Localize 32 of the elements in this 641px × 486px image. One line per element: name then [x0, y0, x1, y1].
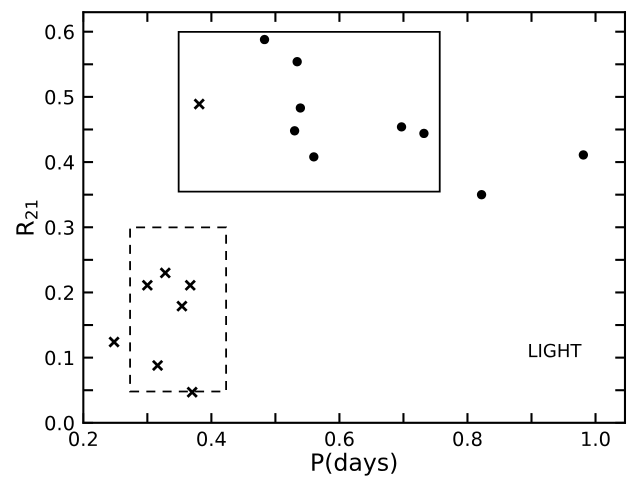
y-axis-title: R$_{21}$ [16, 200, 38, 234]
point [290, 126, 300, 136]
point [186, 386, 198, 398]
x-tick-label: 1.0 [582, 431, 610, 446]
point [152, 359, 164, 372]
y-tick-label: 0.0 [45, 416, 74, 430]
point [159, 266, 172, 279]
point [260, 34, 270, 44]
x-tick-label: 0.4 [197, 431, 226, 446]
point [419, 128, 429, 138]
annotation: LIGHT [529, 344, 582, 358]
x-tick-label: 0.2 [69, 431, 97, 446]
point [396, 122, 406, 132]
point [476, 190, 486, 200]
y-tick-label: 0.4 [45, 155, 74, 170]
x-tick-label: 0.6 [325, 431, 354, 446]
point [184, 279, 196, 292]
point [141, 279, 154, 292]
point [309, 152, 318, 162]
point [578, 150, 588, 160]
point [108, 336, 120, 348]
y-tick-label: 0.5 [45, 90, 74, 105]
point [193, 98, 206, 110]
y-tick-label: 0.6 [45, 24, 74, 40]
y-tick-label: 0.3 [45, 220, 74, 235]
point [296, 103, 306, 113]
y-tick-label: 0.1 [45, 350, 74, 366]
y-tick-label: 0.2 [45, 285, 74, 300]
x-tick-label: 0.8 [453, 431, 482, 446]
point [292, 57, 302, 66]
point [176, 300, 188, 312]
x-axis-title: P(days) [312, 452, 396, 476]
